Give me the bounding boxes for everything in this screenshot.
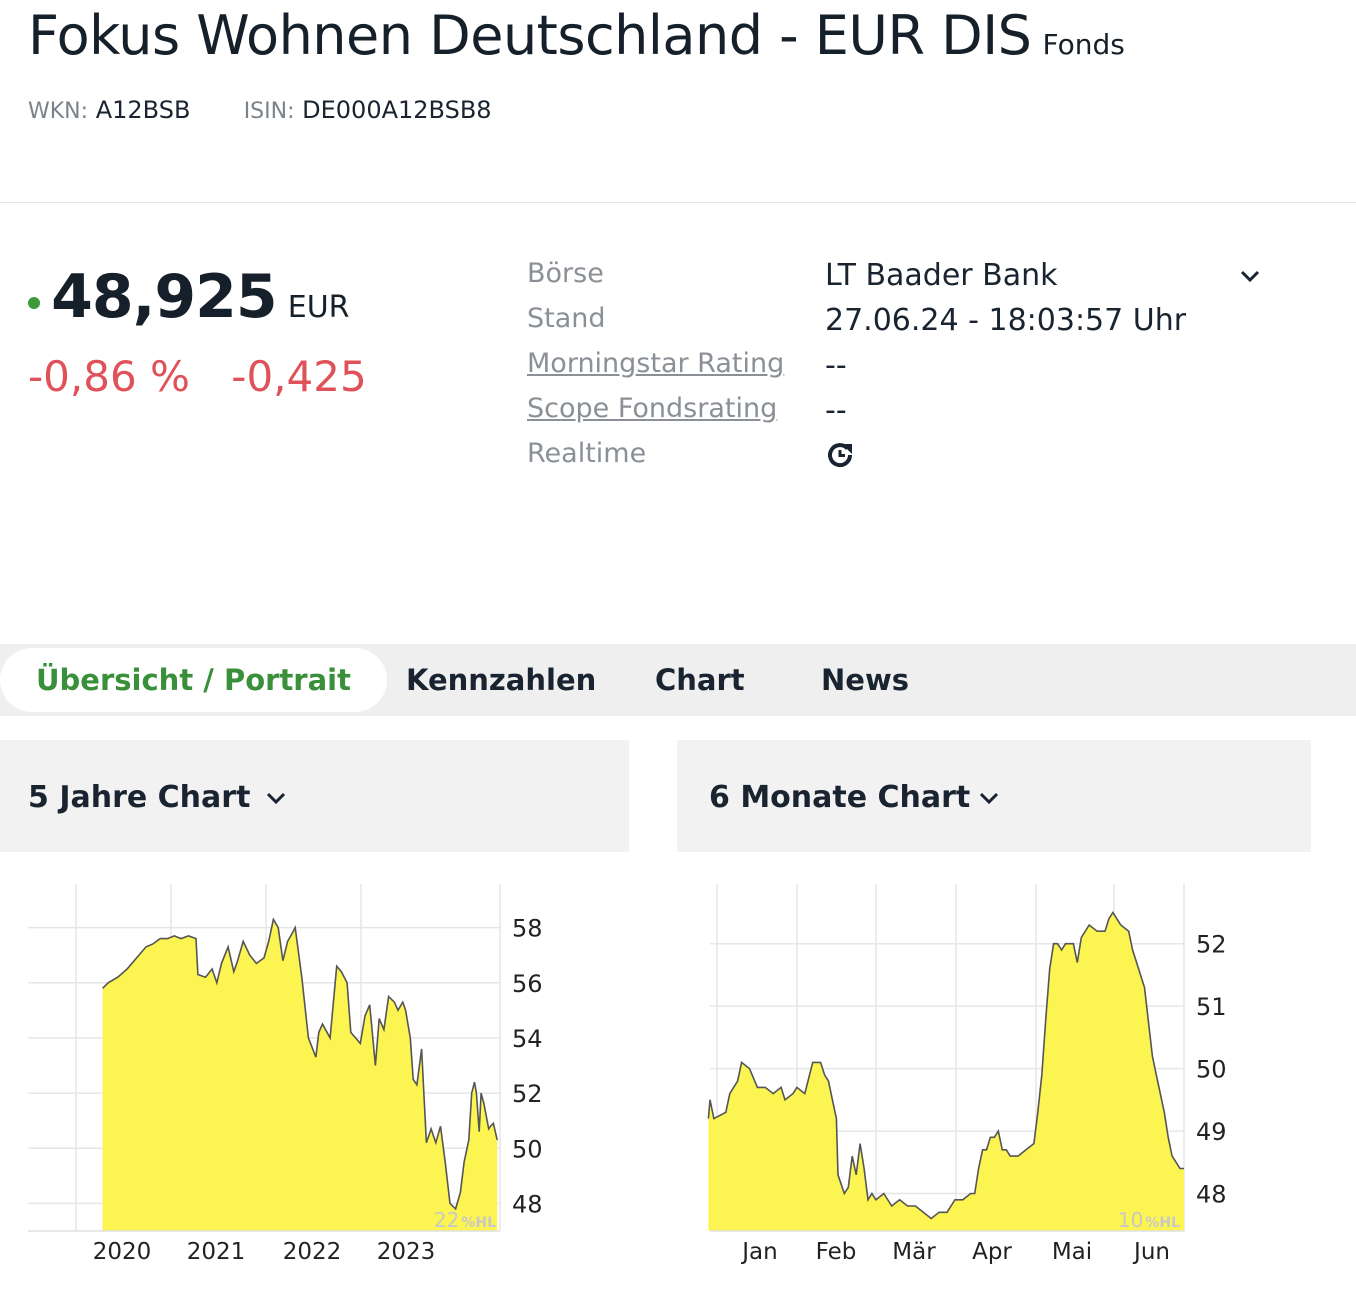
y-tick-label: 49 [1196,1118,1227,1146]
x-tick-label: Mai [1052,1239,1092,1265]
tab-news[interactable]: News [821,663,909,697]
x-tick-label: Feb [816,1239,857,1265]
x-tick-label: Jun [1132,1239,1170,1265]
change-absolute: -0,425 [231,352,367,401]
x-tick-label: 2020 [93,1239,152,1265]
range-badge: 22 %HL [434,1208,496,1232]
tab-bar: Übersicht / Portrait Kennzahlen Chart Ne… [0,644,1356,716]
wkn-value: A12BSB [95,96,191,124]
scope-rating-link[interactable]: Scope Fondsrating [527,393,778,424]
range-badge-unit: %HL [1145,1215,1180,1231]
boerse-select[interactable]: LT Baader Bank [825,258,1058,293]
tab-uebersicht-portrait[interactable]: Übersicht / Portrait [0,648,387,712]
price-line [707,911,1184,1220]
price-line [102,917,498,1211]
header-divider [0,202,1356,203]
range-badge: 10 %HL [1118,1208,1180,1232]
price-currency: EUR [287,290,350,325]
five-year-chart: 48 50 52 54 56 58 2020 2021 2022 2023 22 %HL [28,884,543,1265]
x-tick-label: 2022 [283,1239,342,1265]
y-tick-label: 56 [512,970,543,998]
change-percent: -0,86 % [28,352,190,401]
x-tick-label: Apr [972,1239,1012,1265]
x-tick-label: Mär [892,1239,936,1265]
scope-rating-value: -- [825,393,847,428]
morningstar-rating-value: -- [825,348,847,383]
y-tick-label: 50 [512,1135,543,1163]
stand-label: Stand [527,303,606,334]
price-area-fill [102,919,498,1231]
y-tick-label: 54 [512,1025,543,1053]
five-year-chart-header: 5 Jahre Chart [0,740,629,852]
range-badge-unit: %HL [461,1215,496,1231]
x-tick-label: 2021 [187,1239,246,1265]
price-value: 48,925 [51,262,278,332]
wkn-label: WKN: [28,99,89,124]
six-month-chart-header: 6 Monate Chart [677,740,1311,852]
page-title-row: Fokus Wohnen Deutschland - EUR DIS Fonds [28,4,1125,67]
five-year-chevron-down-icon[interactable] [264,788,288,808]
identifiers: WKN: A12BSB ISIN: DE000A12BSB8 [28,96,492,124]
isin-value: DE000A12BSB8 [302,96,492,124]
price-changes: -0,86 % -0,425 [28,352,367,401]
range-badge-value: 22 [434,1208,459,1232]
six-month-chart-title[interactable]: 6 Monate Chart [709,780,971,815]
page-title: Fokus Wohnen Deutschland - EUR DIS [28,4,1032,67]
x-tick-label: Jan [740,1239,777,1265]
realtime-label: Realtime [527,438,647,469]
boerse-chevron-down-icon[interactable] [1238,266,1262,286]
y-tick-label: 52 [512,1080,543,1108]
y-tick-label: 50 [1196,1056,1227,1084]
live-status-dot [28,296,40,309]
y-tick-label: 58 [512,915,543,943]
tab-kennzahlen[interactable]: Kennzahlen [406,663,597,697]
realtime-refresh-icon[interactable] [825,440,855,470]
six-month-chart: 48 49 50 51 52 Jan Feb Mär Apr Mai Jun 10 %HL [707,884,1227,1265]
range-badge-value: 10 [1118,1208,1143,1232]
instrument-type: Fonds [1042,28,1125,61]
y-tick-label: 48 [1196,1181,1227,1209]
tab-chart[interactable]: Chart [655,663,745,697]
y-tick-label: 51 [1196,993,1227,1021]
price-area-fill [708,912,1184,1231]
isin-label: ISIN: [243,99,295,124]
y-tick-label: 52 [1196,931,1227,959]
boerse-label: Börse [527,258,604,289]
y-tick-label: 48 [512,1190,543,1218]
morningstar-rating-link[interactable]: Morningstar Rating [527,348,785,379]
stand-value: 27.06.24 - 18:03:57 Uhr [825,303,1187,338]
price-block: 48,925 EUR [28,262,350,332]
six-month-chevron-down-icon[interactable] [977,788,1001,808]
x-tick-label: 2023 [377,1239,436,1265]
five-year-chart-title[interactable]: 5 Jahre Chart [28,780,251,815]
